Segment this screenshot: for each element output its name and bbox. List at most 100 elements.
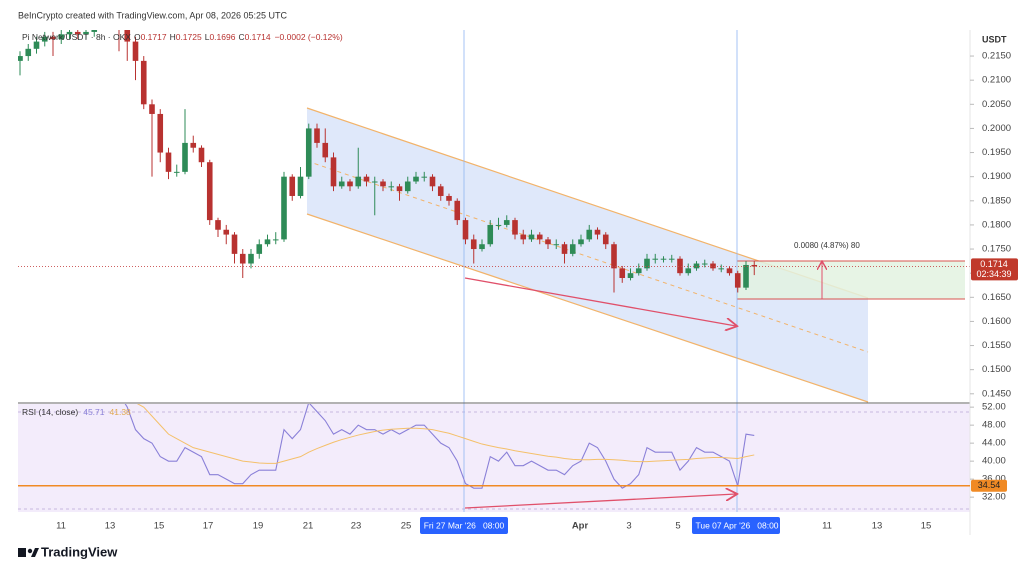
candle-body [594,229,601,235]
candle-body [479,244,485,250]
candle-body [380,181,386,187]
footer: TradingView [41,544,118,559]
y-tick-label: 0.1450 [982,388,1011,399]
candle-body [446,195,452,201]
candle-body [388,186,395,188]
rsi-background [18,404,970,512]
header: BeInCrypto created with TradingView.com,… [18,10,287,20]
x-tick-label: 3 [626,521,631,532]
candle-body [206,162,213,221]
candle-body [503,220,510,225]
y-tick-label: 36.00 [982,474,1006,485]
candle-body [701,263,708,265]
x-tick-label: 23 [351,521,362,532]
candle-body [83,31,89,35]
candle-body [305,128,312,177]
x-tick-label: 17 [203,521,214,532]
candle-body [644,258,650,269]
divergence-arrow [464,277,736,326]
candle-body [677,258,683,274]
rsi-ma-line [136,404,755,464]
candle-body [512,220,518,235]
ohlc-letter: C [238,32,244,42]
candle-body [545,239,551,245]
candle-body [462,220,469,240]
x-tick-label: 15 [921,521,932,532]
candle-body [371,181,378,183]
y-tick-label: 44.00 [982,438,1006,449]
crosshair-label-box [420,517,508,534]
candle-body [297,176,304,196]
candle-body [437,186,444,196]
last-price-box [971,258,1018,281]
candle-body [248,253,254,264]
candles [18,30,970,293]
y-tick-label: 32.00 [982,492,1006,503]
candle-body [743,264,749,288]
high-value: 0.1725 [176,32,202,42]
logo-mark [31,548,39,557]
rsi-line [124,404,755,489]
candle-body [586,229,593,240]
candle-body [347,181,353,187]
candle-body [487,224,494,245]
y-tick-label: 52.00 [982,402,1006,413]
ohlc-letter: O [134,32,141,42]
candle-body [693,263,700,269]
candle-body [314,128,320,143]
change: −0.0002 (−0.12%) [275,32,343,42]
candle-body [413,176,419,182]
candle-body [41,36,48,42]
candle-body [668,258,675,260]
candle-body [718,268,725,270]
candle-body [421,176,428,178]
y-tick-label: 0.1900 [982,171,1011,182]
candle-body [157,113,164,153]
rsi-ma-value: 41.38 [110,407,132,417]
candle-body [429,176,436,187]
crosshair-label: Tue 07 Apr '26 08:00 [695,520,778,530]
candle-body [330,157,337,187]
x-tick-label: 11 [56,521,66,532]
currency: USDT [982,34,1007,44]
divergence-arrow [464,494,736,509]
candle-body [578,239,584,245]
x-tick-label: Apr [572,521,589,532]
y-tick-label: 0.1850 [982,195,1011,206]
crosshair-label-box [692,517,780,534]
candle-body [165,152,172,172]
y-tick-label: 48.00 [982,420,1006,431]
measure-label: 0.0080 (4.87%) 80 [794,241,860,250]
candle-body [611,244,617,269]
rsi-level-label: 34.54 [978,480,1001,490]
y-tick-label: 0.2050 [982,99,1011,110]
candle-body [619,268,626,278]
candle-body [223,229,230,235]
x-tick-label: 11 [822,521,832,532]
channel-lower [306,213,869,403]
candle-body [173,171,180,173]
y-tick-label: 0.2100 [982,75,1011,86]
x-tick-label: 19 [253,521,264,532]
candle-body [470,239,477,250]
candle-body [338,181,345,187]
y-tick-label: 0.2150 [982,51,1011,62]
candle-body [528,234,535,240]
y-tick-label: 0.1950 [982,147,1011,158]
rsi-lines [124,404,755,489]
candle-body [536,234,543,240]
candle-body [140,60,147,105]
candle-body [281,176,287,240]
candle-body [91,30,98,32]
logo: TradingView [18,544,118,559]
candle-body [627,273,634,278]
crosshair-label: Fri 27 Mar '26 08:00 [424,520,505,530]
candle-body [231,234,238,254]
ohlc-letter: L [205,32,210,42]
candle-body [710,263,716,269]
symbol: Pi Network/USDT · 8h · OKX [22,32,131,42]
y-tick-label: 0.1600 [982,316,1011,327]
close-value: 0.1714 [245,32,271,42]
candle-body [239,253,246,264]
